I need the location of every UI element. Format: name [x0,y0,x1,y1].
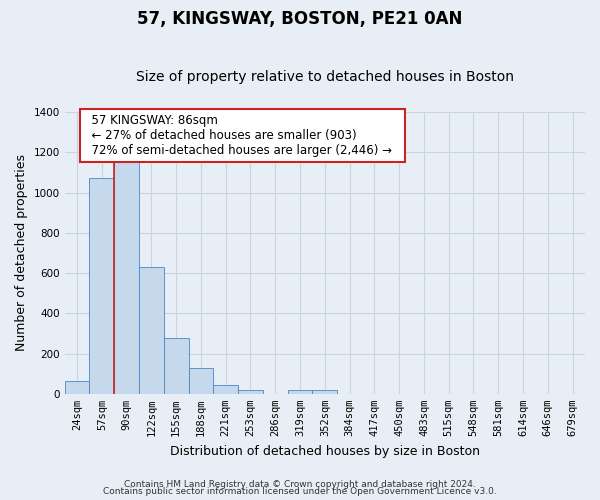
Text: Contains public sector information licensed under the Open Government Licence v3: Contains public sector information licen… [103,488,497,496]
Bar [238,390,263,394]
Bar [89,178,114,394]
Bar [114,160,139,394]
Text: Contains HM Land Registry data © Crown copyright and database right 2024.: Contains HM Land Registry data © Crown c… [124,480,476,489]
Text: 57, KINGSWAY, BOSTON, PE21 0AN: 57, KINGSWAY, BOSTON, PE21 0AN [137,10,463,28]
Bar [313,390,337,394]
Y-axis label: Number of detached properties: Number of detached properties [15,154,28,352]
Bar [139,267,164,394]
Bar [164,338,188,394]
Bar [214,384,238,394]
Title: Size of property relative to detached houses in Boston: Size of property relative to detached ho… [136,70,514,85]
Bar [188,368,214,394]
Bar [65,380,89,394]
Text: 57 KINGSWAY: 86sqm  
  ← 27% of detached houses are smaller (903)  
  72% of sem: 57 KINGSWAY: 86sqm ← 27% of detached hou… [85,114,400,157]
X-axis label: Distribution of detached houses by size in Boston: Distribution of detached houses by size … [170,444,480,458]
Bar [287,390,313,394]
